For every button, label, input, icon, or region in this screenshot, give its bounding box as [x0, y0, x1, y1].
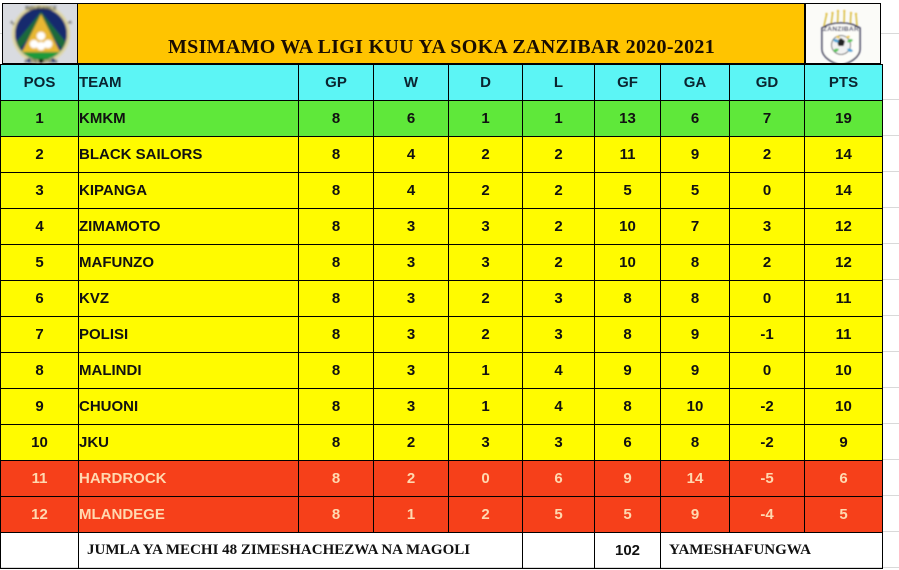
svg-text:INSURANCE: INSURANCE [25, 6, 57, 12]
svg-text:ZANZIBAR: ZANZIBAR [823, 26, 859, 33]
